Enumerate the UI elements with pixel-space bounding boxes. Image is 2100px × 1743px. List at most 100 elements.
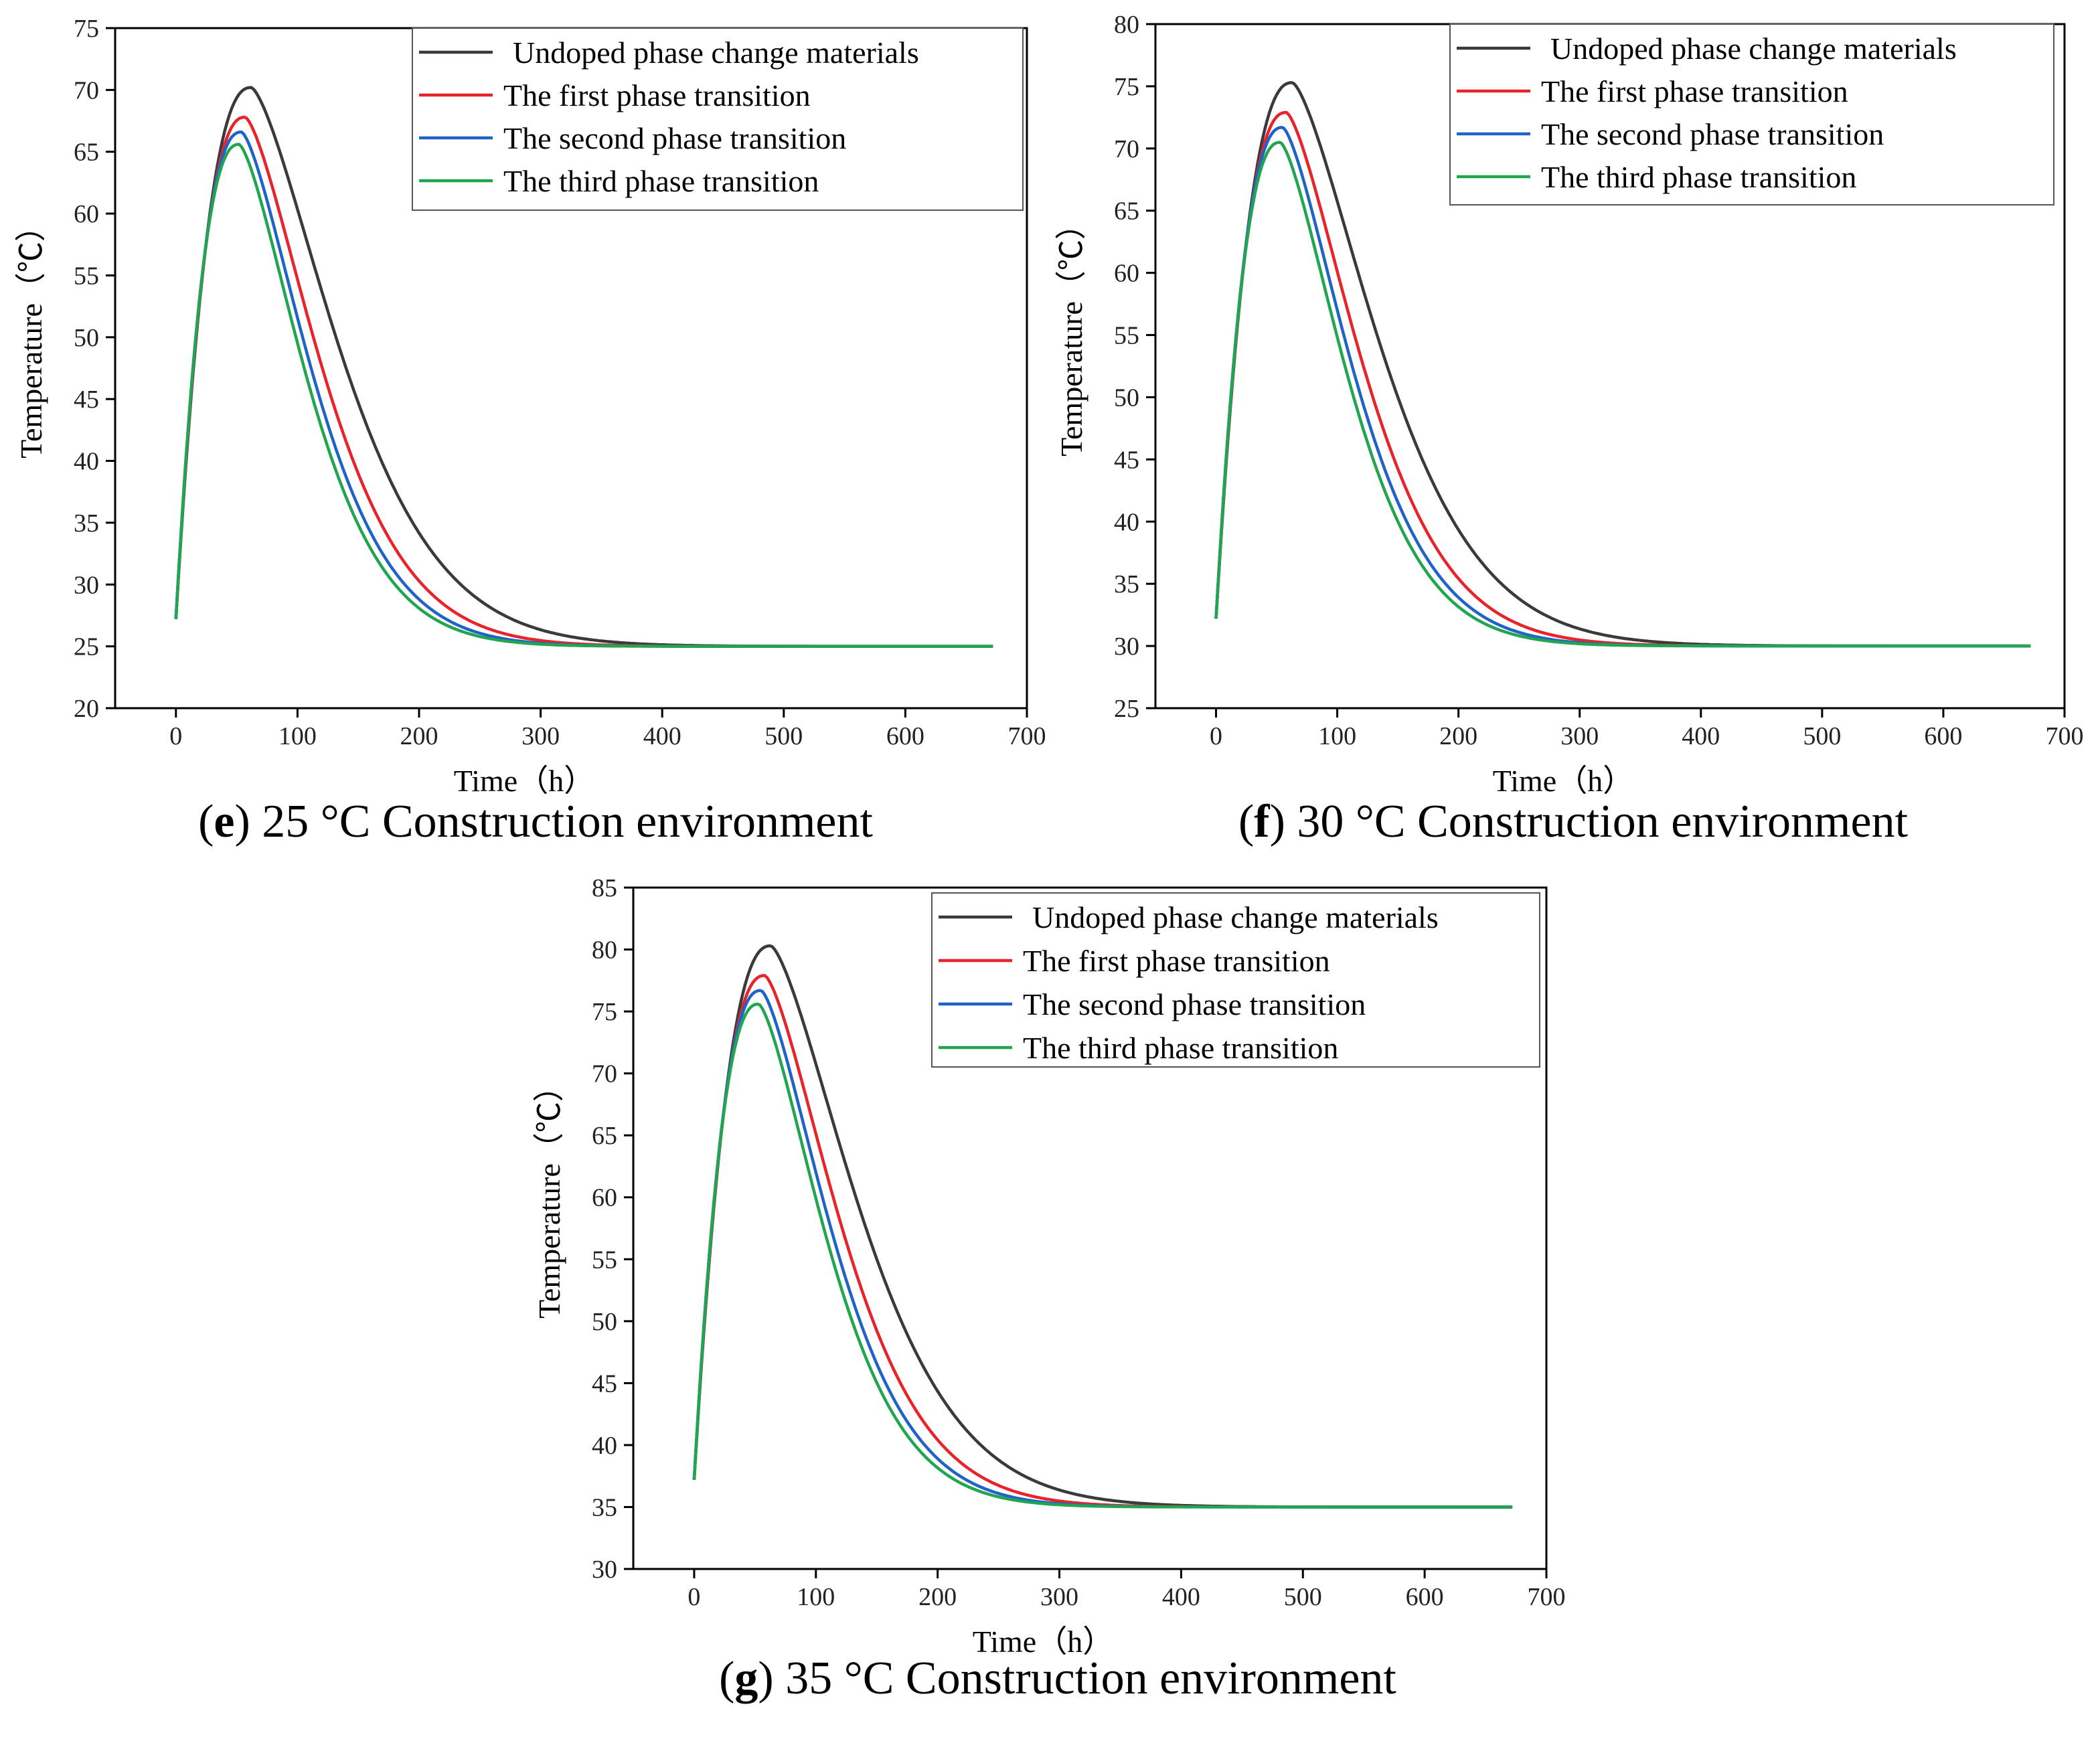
x-axis-title: Time（h）	[1493, 764, 1633, 798]
x-tick-label: 100	[797, 1583, 835, 1611]
plot-frame	[632, 886, 1548, 1570]
y-tick-label: 55	[1114, 322, 1139, 350]
chart-caption: (g) 35 °C Construction environment	[719, 1653, 1396, 1704]
chart-caption: (f) 30 °C Construction environment	[1238, 796, 1909, 847]
legend-label: The third phase transition	[1541, 160, 1856, 194]
x-tick-label: 200	[1439, 722, 1477, 750]
y-tick-label: 70	[592, 1060, 617, 1088]
y-tick-label: 40	[592, 1432, 617, 1460]
y-tick-label: 45	[1114, 446, 1139, 474]
x-tick-label: 0	[1210, 722, 1222, 750]
y-tick-label: 65	[74, 139, 99, 167]
y-tick-label: 60	[1114, 260, 1139, 288]
x-tick-label: 700	[1008, 722, 1046, 750]
x-tick-label: 300	[1040, 1583, 1078, 1611]
x-tick-label: 200	[400, 722, 438, 750]
x-tick-label: 400	[643, 722, 681, 750]
legend-label: Undoped phase change materials	[1032, 900, 1439, 934]
x-axis-title: Time（h）	[454, 764, 594, 798]
caption-letter: e	[214, 796, 234, 847]
y-tick-label: 60	[74, 200, 99, 228]
legend-label: The third phase transition	[503, 164, 819, 198]
y-axis-title: Temperature（℃）	[1054, 209, 1088, 456]
x-tick-label: 600	[1924, 722, 1962, 750]
legend-box	[1449, 23, 2054, 205]
chart-caption: (e) 25 °C Construction environment	[198, 796, 873, 847]
x-tick-label: 600	[886, 722, 924, 750]
y-tick-label: 50	[1114, 384, 1139, 412]
caption-letter: f	[1254, 796, 1270, 847]
y-tick-label: 35	[592, 1493, 617, 1521]
legend-label: Undoped phase change materials	[1550, 31, 1957, 66]
chart-e: 0 100 200 300 400 500 600 700 20 25 30 35 40 45 50 55 60…	[14, 15, 1046, 847]
caption-paren: )	[758, 1653, 773, 1704]
x-tick-label: 0	[688, 1583, 700, 1611]
y-tick-label: 60	[592, 1184, 617, 1212]
y-tick-label: 50	[74, 324, 99, 352]
x-tick-label: 0	[169, 722, 182, 750]
legend-label: Undoped phase change materials	[513, 35, 919, 70]
y-tick-label: 65	[592, 1122, 617, 1150]
caption-paren: (	[719, 1653, 734, 1704]
y-tick-label: 75	[1114, 73, 1139, 101]
caption-paren: (	[1238, 796, 1254, 847]
y-axis-title: Temperature（℃）	[14, 211, 48, 459]
x-tick-label: 100	[1318, 722, 1356, 750]
legend-label: The second phase transition	[503, 121, 846, 155]
y-tick-label: 45	[74, 386, 99, 414]
x-tick-label: 200	[918, 1583, 957, 1611]
y-tick-label: 20	[74, 695, 99, 723]
y-tick-label: 40	[74, 448, 99, 476]
y-tick-label: 50	[592, 1308, 617, 1336]
y-tick-label: 75	[74, 15, 99, 43]
x-axis-title: Time（h）	[973, 1625, 1113, 1659]
x-tick-label: 500	[764, 722, 803, 750]
series-line-third	[1214, 141, 2031, 648]
series-line-third	[174, 143, 993, 648]
chart-g: 0 100 200 300 400 500 600 700 30 35 40 45 50 55 60 65 70…	[532, 874, 1566, 1704]
y-tick-label: 65	[1114, 197, 1139, 226]
y-tick-label: 70	[74, 76, 99, 104]
caption-paren: (	[198, 796, 214, 847]
caption-text: 25 °C Construction environment	[250, 796, 874, 847]
x-tick-label: 500	[1284, 1583, 1322, 1611]
x-tick-label: 700	[2046, 722, 2084, 750]
legend-label: The second phase transition	[1023, 987, 1366, 1021]
y-tick-label: 85	[592, 874, 617, 902]
legend-label: The third phase transition	[1023, 1031, 1338, 1065]
caption-paren: )	[1270, 796, 1285, 847]
legend-label: The first phase transition	[503, 78, 811, 112]
caption-text: 30 °C Construction environment	[1285, 796, 1909, 847]
y-tick-label: 25	[1114, 695, 1139, 723]
y-tick-label: 55	[74, 262, 99, 290]
x-tick-label: 400	[1682, 722, 1720, 750]
y-tick-label: 25	[74, 633, 99, 661]
x-tick-label: 300	[521, 722, 560, 750]
y-tick-label: 30	[74, 571, 99, 599]
y-axis-title: Temperature（℃）	[532, 1071, 566, 1319]
y-tick-label: 75	[592, 998, 617, 1026]
y-tick-label: 70	[1114, 135, 1139, 163]
x-tick-label: 700	[1528, 1583, 1566, 1611]
y-tick-label: 30	[592, 1556, 617, 1584]
y-tick-label: 80	[592, 936, 617, 965]
series-line-third	[692, 1002, 1513, 1509]
legend-label: The first phase transition	[1541, 74, 1848, 108]
x-tick-label: 100	[278, 722, 317, 750]
chart-f: 0 100 200 300 400 500 600 700 25 30 35 40 45 50 55 60 65…	[1054, 11, 2084, 847]
y-tick-label: 35	[1114, 570, 1139, 598]
x-tick-label: 500	[1803, 722, 1841, 750]
x-tick-label: 300	[1560, 722, 1599, 750]
x-tick-label: 400	[1162, 1583, 1200, 1611]
legend-label: The second phase transition	[1541, 117, 1884, 151]
y-tick-label: 40	[1114, 508, 1139, 536]
x-tick-label: 600	[1406, 1583, 1444, 1611]
y-tick-label: 55	[592, 1246, 617, 1274]
y-tick-label: 80	[1114, 11, 1139, 39]
y-tick-label: 35	[74, 509, 99, 537]
y-tick-label: 45	[592, 1370, 617, 1398]
legend-box	[412, 27, 1024, 211]
caption-letter: g	[734, 1653, 758, 1704]
y-tick-label: 30	[1114, 633, 1139, 661]
